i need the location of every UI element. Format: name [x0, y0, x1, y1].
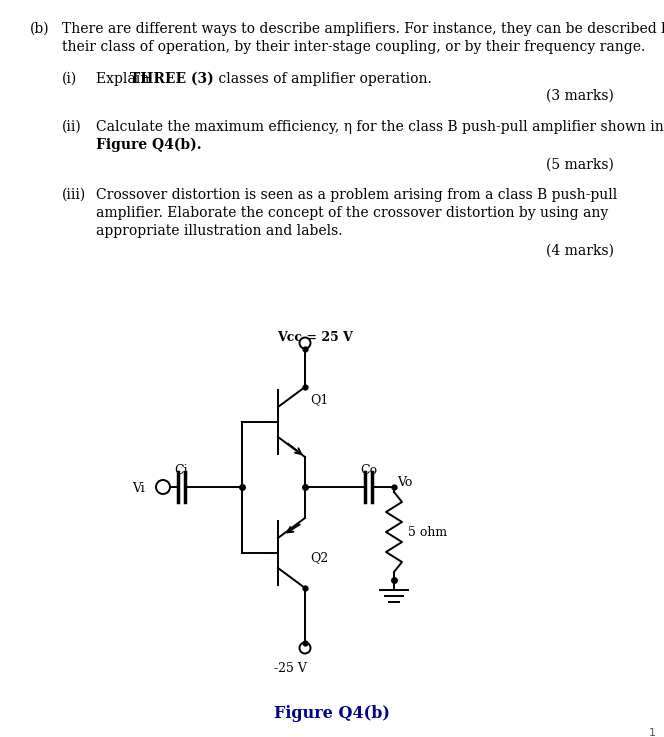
Text: Co: Co: [360, 464, 377, 477]
Text: THREE (3): THREE (3): [130, 72, 214, 86]
Text: Vo: Vo: [397, 476, 412, 489]
Text: -25 V: -25 V: [274, 662, 307, 675]
Text: (3 marks): (3 marks): [546, 89, 614, 103]
Text: appropriate illustration and labels.: appropriate illustration and labels.: [96, 224, 343, 238]
Text: classes of amplifier operation.: classes of amplifier operation.: [214, 72, 432, 86]
Text: Figure Q4(b).: Figure Q4(b).: [96, 138, 202, 153]
Text: Vcc = 25 V: Vcc = 25 V: [277, 331, 353, 344]
Text: Q1: Q1: [310, 394, 329, 407]
Text: (4 marks): (4 marks): [546, 244, 614, 258]
Text: their class of operation, by their inter-stage coupling, or by their frequency r: their class of operation, by their inter…: [62, 40, 645, 54]
Text: 5 ohm: 5 ohm: [408, 525, 447, 539]
Text: Ci: Ci: [175, 464, 189, 477]
Text: (iii): (iii): [62, 188, 86, 202]
Text: Q2: Q2: [310, 551, 328, 565]
Text: Figure Q4(b): Figure Q4(b): [274, 705, 390, 722]
Text: amplifier. Elaborate the concept of the crossover distortion by using any: amplifier. Elaborate the concept of the …: [96, 206, 608, 220]
Text: Calculate the maximum efficiency, η for the class B push-pull amplifier shown in: Calculate the maximum efficiency, η for …: [96, 120, 664, 134]
Text: There are different ways to describe amplifiers. For instance, they can be descr: There are different ways to describe amp…: [62, 22, 664, 36]
Text: Crossover distortion is seen as a problem arising from a class B push-pull: Crossover distortion is seen as a proble…: [96, 188, 618, 202]
Text: (5 marks): (5 marks): [546, 158, 614, 172]
Text: 1: 1: [649, 728, 656, 737]
Text: (b): (b): [30, 22, 50, 36]
Text: Explain: Explain: [96, 72, 153, 86]
Text: (i): (i): [62, 72, 77, 86]
Text: (ii): (ii): [62, 120, 82, 134]
Text: Vi: Vi: [132, 483, 145, 495]
